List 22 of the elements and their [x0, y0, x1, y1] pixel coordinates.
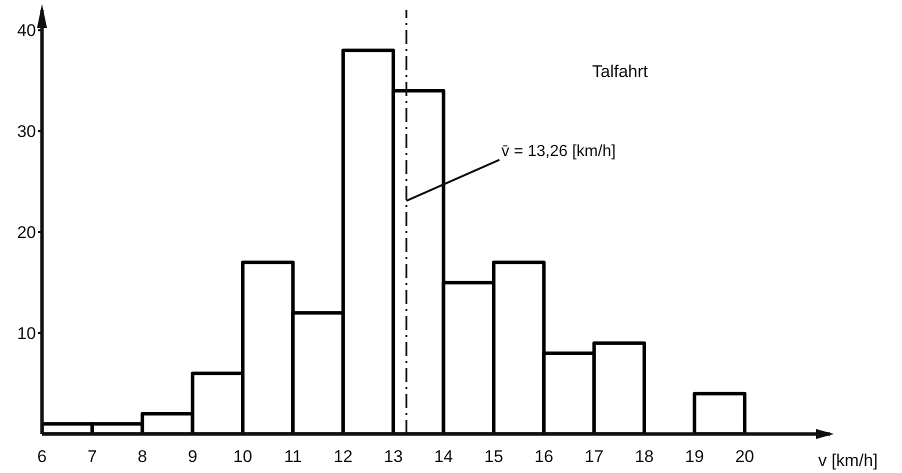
x-tick-label: 11	[284, 447, 302, 466]
x-tick-label: 20	[735, 447, 754, 466]
x-tick-label: 12	[334, 447, 353, 466]
x-tick-label: 6	[37, 447, 47, 466]
x-tick-label: 16	[534, 447, 554, 466]
x-tick-label: 14	[434, 447, 453, 466]
ref-line-label: v̄ = 13,26 [km/h]	[501, 142, 616, 160]
y-tick-label: 30	[17, 122, 36, 142]
y-tick-label: 20	[17, 223, 36, 242]
x-tick-label: 15	[484, 447, 504, 466]
x-tick-label: 19	[685, 447, 704, 466]
text: Talfahrt	[592, 62, 648, 81]
x-tick-label: 8	[138, 447, 148, 466]
x-axis-title: v [km/h]	[818, 451, 878, 470]
x-tick-label: 17	[584, 447, 604, 466]
y-tick-label: 40	[17, 21, 36, 40]
x-tick-label: 18	[634, 447, 654, 466]
x-tick-label: 7	[87, 447, 97, 466]
x-tick-label: 9	[188, 447, 198, 466]
x-tick-label: 13	[384, 447, 403, 466]
y-tick-label: 10	[17, 324, 36, 344]
x-tick-label: 10	[233, 447, 252, 466]
